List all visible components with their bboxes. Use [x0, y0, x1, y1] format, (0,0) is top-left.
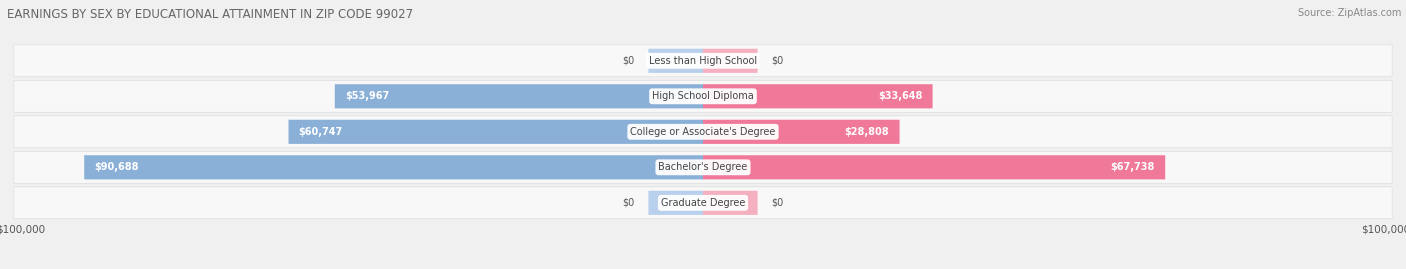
Text: $90,688: $90,688 [94, 162, 139, 172]
FancyBboxPatch shape [14, 80, 1392, 112]
FancyBboxPatch shape [703, 84, 932, 108]
FancyBboxPatch shape [703, 155, 1166, 179]
FancyBboxPatch shape [14, 116, 1392, 148]
Text: $0: $0 [772, 56, 783, 66]
Text: $28,808: $28,808 [845, 127, 890, 137]
Text: Bachelor's Degree: Bachelor's Degree [658, 162, 748, 172]
FancyBboxPatch shape [703, 191, 758, 215]
Text: EARNINGS BY SEX BY EDUCATIONAL ATTAINMENT IN ZIP CODE 99027: EARNINGS BY SEX BY EDUCATIONAL ATTAINMEN… [7, 8, 413, 21]
FancyBboxPatch shape [14, 151, 1392, 183]
Text: Graduate Degree: Graduate Degree [661, 198, 745, 208]
Text: High School Diploma: High School Diploma [652, 91, 754, 101]
Text: $0: $0 [623, 56, 634, 66]
Text: Source: ZipAtlas.com: Source: ZipAtlas.com [1298, 8, 1402, 18]
FancyBboxPatch shape [648, 191, 703, 215]
Text: College or Associate's Degree: College or Associate's Degree [630, 127, 776, 137]
FancyBboxPatch shape [84, 155, 703, 179]
FancyBboxPatch shape [703, 120, 900, 144]
FancyBboxPatch shape [648, 49, 703, 73]
Text: $60,747: $60,747 [298, 127, 343, 137]
Text: $53,967: $53,967 [344, 91, 389, 101]
Text: $0: $0 [623, 198, 634, 208]
FancyBboxPatch shape [703, 49, 758, 73]
FancyBboxPatch shape [288, 120, 703, 144]
FancyBboxPatch shape [14, 45, 1392, 77]
FancyBboxPatch shape [335, 84, 703, 108]
Text: $0: $0 [772, 198, 783, 208]
Text: Less than High School: Less than High School [650, 56, 756, 66]
FancyBboxPatch shape [14, 187, 1392, 219]
Text: $33,648: $33,648 [877, 91, 922, 101]
Text: $67,738: $67,738 [1111, 162, 1154, 172]
